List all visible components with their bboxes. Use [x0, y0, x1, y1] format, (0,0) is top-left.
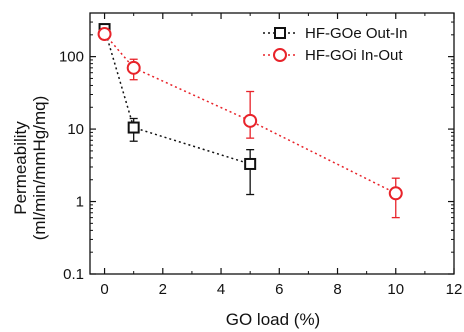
legend-label-goi: HF-GOi In-Out [305, 47, 403, 64]
axes [89, 12, 455, 275]
x-tick-label: 12 [446, 281, 463, 298]
legend-label-goe: HF-GOe Out-In [305, 25, 408, 42]
data-point-circle [97, 27, 112, 42]
y-tick-label: 10 [67, 121, 84, 138]
x-tick-label: 4 [217, 281, 225, 298]
y-axis-title-line2: (ml/min/mmHg/mq) [30, 96, 49, 241]
plot-frame [89, 12, 455, 275]
data-point-square [127, 121, 140, 134]
legend-marker-goi [273, 48, 287, 62]
x-tick-label: 6 [275, 281, 283, 298]
data-point-circle [243, 113, 258, 128]
x-tick-label: 0 [100, 281, 108, 298]
data-point-circle [388, 186, 403, 201]
y-axis-title-line1: Permeability [11, 121, 30, 215]
y-tick-label: 100 [59, 49, 84, 66]
legend: HF-GOe Out-In HF-GOi In-Out [263, 25, 408, 64]
x-axis-title: GO load (%) [226, 310, 320, 329]
x-tick-label: 2 [159, 281, 167, 298]
data-point-circle [126, 60, 141, 75]
y-tick-label: 0.1 [63, 266, 84, 283]
x-tick-label: 8 [333, 281, 341, 298]
legend-marker-goe [274, 27, 286, 39]
x-tick-label: 10 [387, 281, 404, 298]
axis-ticks: 0 2 4 6 8 10 12 0.1 1 10 100 [59, 12, 463, 298]
series-line-0 [103, 28, 251, 165]
y-tick-label: 1 [76, 194, 84, 211]
data-markers [97, 23, 403, 201]
data-point-square [244, 157, 257, 170]
y-axis-title: Permeability (ml/min/mmHg/mq) [11, 96, 49, 241]
